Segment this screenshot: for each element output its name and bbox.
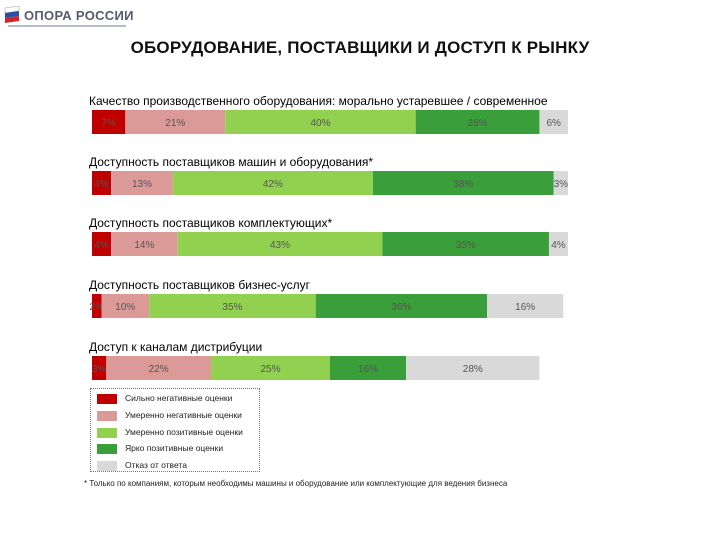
logo-text: ОПОРА РОССИИ [24,8,134,23]
bar-segment-moderate_positive [225,110,416,134]
legend-swatch [97,394,117,404]
bar-segment-moderate_negative [106,356,211,380]
bar-segment-moderate_negative [111,171,173,195]
bar-segment-no_answer [487,294,564,318]
legend-swatch [97,461,117,471]
data-label: 4% [551,240,566,251]
bar-segment-bright_positive [372,171,554,195]
logo: ОПОРА РОССИИ [4,4,134,32]
data-label: 13% [132,179,152,190]
bar-segment-strong_negative [92,171,112,195]
data-label: 3% [554,179,569,190]
footnote: * Только по компаниям, которым необходим… [84,479,508,488]
data-label: 10% [115,302,135,313]
data-label: 22% [149,364,169,375]
category-label: Доступность поставщиков комплектующих* [89,216,332,230]
data-label: 14% [134,240,154,251]
legend-item: Ярко позитивные оценки [97,442,257,456]
category-label: Качество производственного оборудования:… [89,94,548,108]
data-label: 35% [222,302,242,313]
data-label: 2% [90,302,105,313]
category-label: Доступ к каналам дистрибуции [89,340,262,354]
bar-segment-moderate_positive [149,294,316,318]
legend-item: Сильно негативные оценки [97,392,257,406]
bar-segment-strong_negative [92,232,112,256]
data-label: 25% [260,364,280,375]
bar-segment-bright_positive [382,232,549,256]
bar-segment-moderate_negative [101,294,150,318]
legend: Сильно негативные оценки Умеренно негатив… [90,388,260,472]
data-label: 42% [263,179,283,190]
bar-segment-moderate_negative [125,110,226,134]
legend-swatch [97,444,117,454]
data-label: 28% [463,364,483,375]
bar-segment-no_answer [539,110,568,134]
category-label: Доступность поставщиков бизнес-услуг [89,278,311,292]
data-label: 6% [546,118,561,129]
stacked-bar-chart: Качество производственного оборудования:… [89,94,569,380]
data-label: 38% [453,179,473,190]
bar-segment-bright_positive [415,110,540,134]
legend-label: Ярко позитивные оценки [125,443,224,453]
category-label: Доступность поставщиков машин и оборудов… [89,155,373,169]
legend-label: Отказ от ответа [125,460,187,470]
legend-label: Сильно негативные оценки [125,393,233,403]
bar-segment-no_answer [553,171,568,195]
legend-item: Умеренно негативные оценки [97,409,257,423]
data-label: 26% [468,118,488,129]
legend-item: Умеренно позитивные оценки [97,426,257,440]
data-label: 3% [92,364,107,375]
data-label: 43% [270,240,290,251]
data-label: 16% [515,302,535,313]
legend-item: Отказ от ответа [97,459,257,473]
data-label: 4% [94,179,109,190]
logo-tagline [8,25,128,29]
page-title: ОБОРУДОВАНИЕ, ПОСТАВЩИКИ И ДОСТУП К РЫНК… [130,38,590,57]
bar-segment-strong_negative [92,356,107,380]
bar-segment-moderate_positive [211,356,330,380]
bar-segment-bright_positive [330,356,407,380]
bar-segment-no_answer [548,232,568,256]
data-label: 16% [358,364,378,375]
data-label: 21% [165,118,185,129]
bar-segment-no_answer [406,356,540,380]
legend-swatch [97,411,117,421]
data-label: 40% [310,118,330,129]
data-label: 4% [94,240,109,251]
bar-segment-bright_positive [315,294,488,318]
legend-swatch [97,428,117,438]
bar-segment-moderate_positive [172,171,373,195]
data-label: 35% [456,240,476,251]
russia-flag-icon [4,6,20,24]
data-label: 7% [101,118,116,129]
legend-label: Умеренно негативные оценки [125,410,242,420]
bar-segment-strong_negative [92,110,126,134]
legend-label: Умеренно позитивные оценки [125,427,243,437]
data-label: 36% [391,302,411,313]
bar-segment-moderate_negative [111,232,178,256]
bar-segment-strong_negative [92,294,102,318]
bar-segment-moderate_positive [177,232,383,256]
